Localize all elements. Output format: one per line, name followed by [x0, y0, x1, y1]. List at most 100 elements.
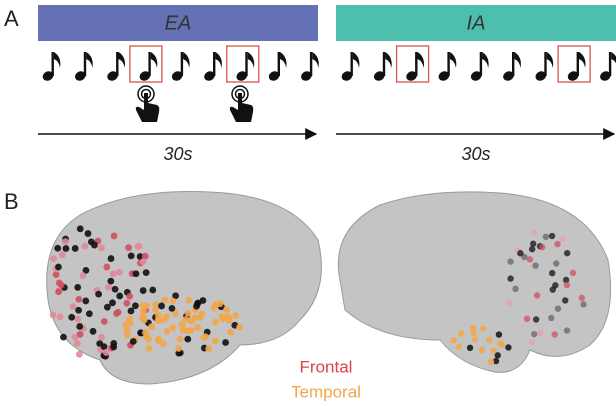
electrode [103, 263, 111, 271]
electrode [125, 244, 132, 252]
brain-left [46, 191, 322, 385]
target-box [395, 45, 430, 83]
panel-label: B [4, 189, 19, 214]
condition-label: IA [467, 12, 486, 34]
electrode [102, 349, 110, 356]
electrode [74, 315, 82, 323]
note [469, 52, 489, 83]
electrode [569, 269, 577, 277]
electrode [578, 294, 585, 302]
electrode [163, 313, 170, 321]
electrode [100, 343, 108, 351]
electrode [455, 343, 463, 351]
electrode [82, 266, 90, 274]
legend-temporal: Temporal [291, 382, 361, 401]
electrode [471, 336, 479, 343]
condition-label: EA [165, 12, 192, 34]
electrode [211, 337, 219, 345]
duration-label: 30s [461, 144, 490, 164]
electrode [548, 232, 556, 240]
electrode [105, 283, 112, 291]
electrode [554, 305, 562, 312]
electrode [71, 245, 79, 252]
electrode [530, 330, 538, 338]
electrode [478, 346, 486, 354]
electrode [194, 299, 202, 307]
electrode [490, 347, 497, 354]
electrode [163, 327, 171, 335]
electrode [512, 285, 519, 293]
electrode [551, 331, 558, 338]
electrode [58, 251, 66, 259]
electrode [528, 245, 536, 253]
electrode [139, 301, 147, 309]
electrode [71, 333, 79, 341]
electrode [76, 330, 84, 338]
electrode [109, 299, 116, 307]
electrode [114, 308, 122, 316]
electrode [123, 299, 131, 307]
electrode [532, 316, 540, 323]
note [138, 52, 158, 83]
electrode [218, 313, 226, 320]
electrode [172, 292, 180, 300]
electrode [530, 240, 537, 247]
electrode [60, 333, 67, 341]
electrode [74, 283, 82, 291]
electrode [55, 288, 62, 296]
electrode [205, 345, 213, 352]
electrode [116, 292, 124, 300]
electrode [169, 297, 177, 305]
electrode [470, 329, 477, 336]
electrode [85, 310, 93, 318]
electrode [56, 313, 64, 321]
condition-bar [38, 5, 318, 41]
electrode [82, 297, 90, 305]
electrode [223, 306, 230, 314]
electrode [111, 285, 119, 293]
electrode [115, 268, 123, 276]
electrode [450, 337, 457, 344]
condition-bar [336, 5, 616, 41]
electrode [507, 275, 514, 282]
electrode [563, 249, 571, 257]
electrode [536, 329, 544, 337]
note [73, 52, 93, 83]
electrode [149, 286, 157, 294]
electrode [103, 303, 111, 311]
electrode [182, 316, 190, 323]
electrode [521, 253, 528, 261]
electrode [76, 225, 84, 233]
electrode [185, 296, 193, 304]
note-row [41, 45, 616, 83]
electrode [139, 313, 146, 321]
electrode [98, 244, 105, 252]
electrode [495, 331, 503, 338]
electrode [563, 327, 571, 334]
electrode [505, 344, 512, 351]
electrode [91, 241, 98, 249]
note [501, 52, 521, 83]
note [202, 52, 222, 83]
electrode [89, 327, 97, 335]
electrode [549, 269, 556, 277]
electrode [75, 306, 83, 314]
electrode [562, 297, 569, 304]
electrode [98, 333, 105, 341]
electrode [81, 242, 89, 250]
electrode [232, 312, 240, 320]
electrode [194, 324, 202, 331]
note [234, 52, 255, 83]
electrode [172, 310, 179, 317]
electrode [176, 335, 184, 343]
electrode [494, 352, 501, 359]
electrode [517, 250, 524, 257]
electrode [75, 295, 83, 303]
electrode [528, 338, 536, 346]
electrode [532, 262, 539, 269]
electrode [562, 276, 570, 284]
electrode [506, 299, 513, 307]
electrode [136, 253, 144, 260]
electrode [184, 335, 192, 343]
